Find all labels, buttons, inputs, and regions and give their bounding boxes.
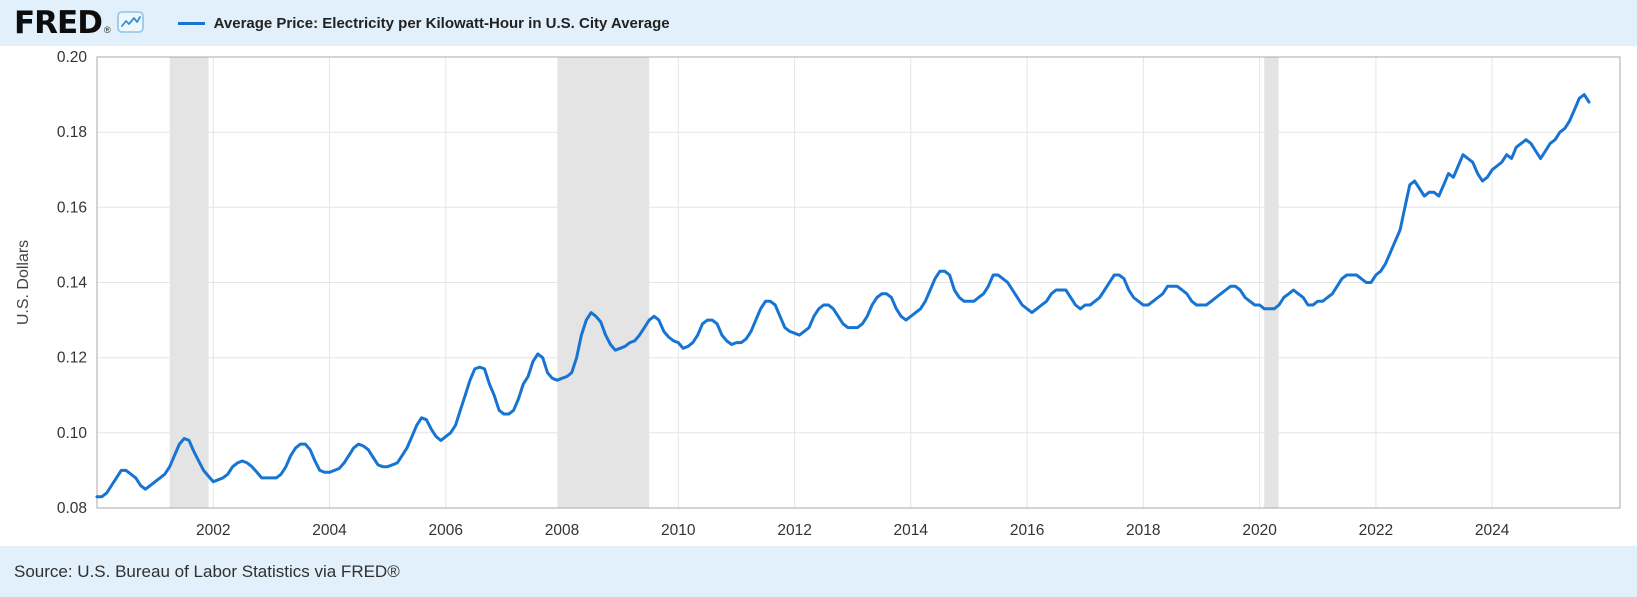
y-axis-title: U.S. Dollars: [15, 240, 32, 325]
y-tick-label: 0.16: [57, 199, 87, 216]
legend-label: Average Price: Electricity per Kilowatt-…: [213, 14, 670, 32]
y-tick-label: 0.10: [57, 425, 88, 442]
x-tick-label: 2002: [196, 522, 230, 539]
x-tick-label: 2006: [429, 522, 463, 539]
chart-footer: Source: U.S. Bureau of Labor Statistics …: [0, 546, 1637, 597]
fred-logo[interactable]: FRED ®: [14, 5, 144, 41]
y-tick-label: 0.20: [57, 49, 88, 66]
chart-header: FRED ® Average Price: Electricity per Ki…: [0, 0, 1637, 46]
x-tick-label: 2020: [1242, 522, 1277, 539]
y-tick-label: 0.12: [57, 350, 87, 367]
chart-area: 0.08 0.10 0.12 0.14 0.16 0.18 0.20 2002 2004 2006…: [0, 46, 1637, 546]
fred-logo-text: FRED: [14, 5, 103, 41]
x-tick-label: 2024: [1475, 522, 1510, 539]
x-tick-label: 2018: [1126, 522, 1160, 539]
x-tick-label: 2016: [1010, 522, 1044, 539]
x-tick-label: 2014: [894, 522, 929, 539]
legend-item[interactable]: Average Price: Electricity per Kilowatt-…: [177, 14, 670, 32]
x-tick-label: 2010: [661, 522, 696, 539]
source-text: Source: U.S. Bureau of Labor Statistics …: [14, 561, 400, 581]
price-line-series[interactable]: [95, 93, 1591, 499]
x-tick-label: 2022: [1359, 522, 1393, 539]
x-tick-label: 2012: [777, 522, 811, 539]
x-tick-label: 2004: [312, 522, 347, 539]
y-tick-label: 0.08: [57, 500, 87, 517]
fred-registered-mark: ®: [103, 25, 111, 35]
price-line-chart[interactable]: 0.08 0.10 0.12 0.14 0.16 0.18 0.20 2002 2004 2006…: [0, 46, 1637, 546]
plot-border: [96, 56, 1621, 509]
y-tick-label: 0.14: [57, 275, 88, 292]
x-tick-label: 2008: [545, 522, 579, 539]
legend-line-swatch: [177, 21, 205, 25]
fred-sparkline-icon: [116, 11, 144, 33]
y-tick-label: 0.18: [57, 124, 87, 141]
